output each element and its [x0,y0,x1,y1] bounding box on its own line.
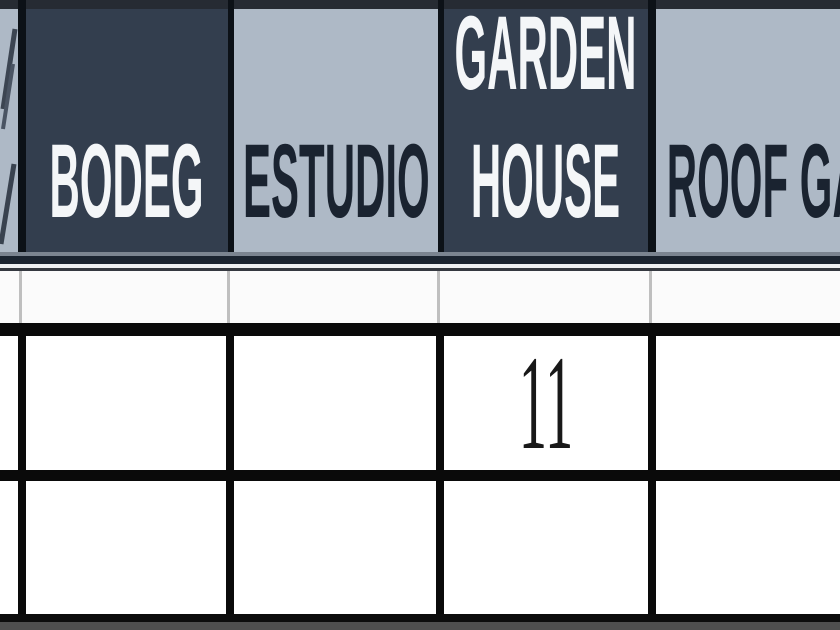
header-bottom-double-rule [0,252,840,256]
grid-horizontal-border [0,323,840,336]
grid-vertical-border [226,336,234,614]
top-row-border-band [0,0,840,9]
header-vertical-border [438,0,444,252]
grid-horizontal-border [0,470,840,481]
grid-horizontal-border [0,614,840,622]
spacer-gridline [227,271,230,323]
cell-value: 11 [518,328,574,478]
header-label-garden-line1: GARDEN [454,0,638,112]
header-bottom-double-rule [0,264,840,268]
header-vertical-border [18,0,26,252]
spacer-row[interactable] [0,271,840,323]
header-vertical-border [648,0,656,252]
grid-vertical-border [648,336,656,614]
header-cell-bodeg[interactable]: BODEG [26,9,228,252]
header-vertical-border [228,0,234,252]
header-bottom-double-rule [0,268,840,271]
grid-vertical-border [18,336,26,614]
header-label-estudio: ESTUDIO [242,122,430,240]
header-label-roof-garden: ROOF GA [666,122,840,240]
header-bottom-double-rule [0,256,840,264]
header-cell-clipped-left[interactable] [0,9,18,252]
header-label-garden-house: GARDEN HOUSE [455,0,637,252]
header-cell-garden-house[interactable]: GARDEN HOUSE [444,0,648,252]
table-row[interactable] [0,336,840,470]
spacer-gridline [19,271,22,323]
cell-garden-house-row1[interactable]: 11 [444,328,648,478]
header-label-bodeg: BODEG [49,122,205,240]
header-cell-estudio[interactable]: ESTUDIO [234,9,438,252]
grid-vertical-border [436,336,444,614]
bottom-row-band [0,622,840,630]
partial-letter-icon [0,28,18,245]
header-label-garden-line2: HOUSE [471,122,621,240]
spacer-gridline [437,271,440,323]
spacer-gridline [649,271,652,323]
table-row[interactable] [0,481,840,614]
header-cell-roof-garden[interactable]: ROOF GA [656,9,840,252]
